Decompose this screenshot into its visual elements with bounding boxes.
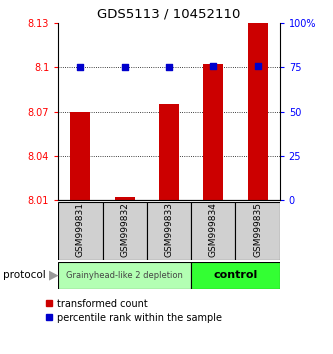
Point (211, 63, 216, 69)
Bar (203, 64, 223, 200)
Text: protocol: protocol (3, 270, 46, 280)
Bar (191, 202, 235, 260)
Text: GSM999831: GSM999831 (76, 202, 85, 257)
Text: GSM999834: GSM999834 (209, 202, 218, 257)
Bar (159, 104, 179, 200)
Bar (58, 262, 191, 289)
Bar (147, 202, 191, 260)
Bar (115, 197, 135, 200)
Text: GSM999832: GSM999832 (120, 202, 129, 257)
Bar (235, 202, 280, 260)
Bar (58, 202, 103, 260)
Text: Grainyhead-like 2 depletion: Grainyhead-like 2 depletion (66, 271, 183, 280)
Text: GSM999835: GSM999835 (253, 202, 262, 257)
Legend: transformed count, percentile rank within the sample: transformed count, percentile rank withi… (45, 299, 222, 322)
Bar (103, 202, 147, 260)
Point (78, 64, 83, 70)
Point (255, 63, 260, 69)
Text: control: control (213, 270, 257, 280)
Point (166, 64, 172, 70)
Bar (191, 262, 280, 289)
Bar (248, 23, 267, 200)
Bar (71, 112, 90, 200)
Text: GSM999833: GSM999833 (165, 202, 173, 257)
Text: ▶: ▶ (49, 269, 59, 282)
Point (122, 64, 128, 70)
Title: GDS5113 / 10452110: GDS5113 / 10452110 (97, 7, 241, 21)
